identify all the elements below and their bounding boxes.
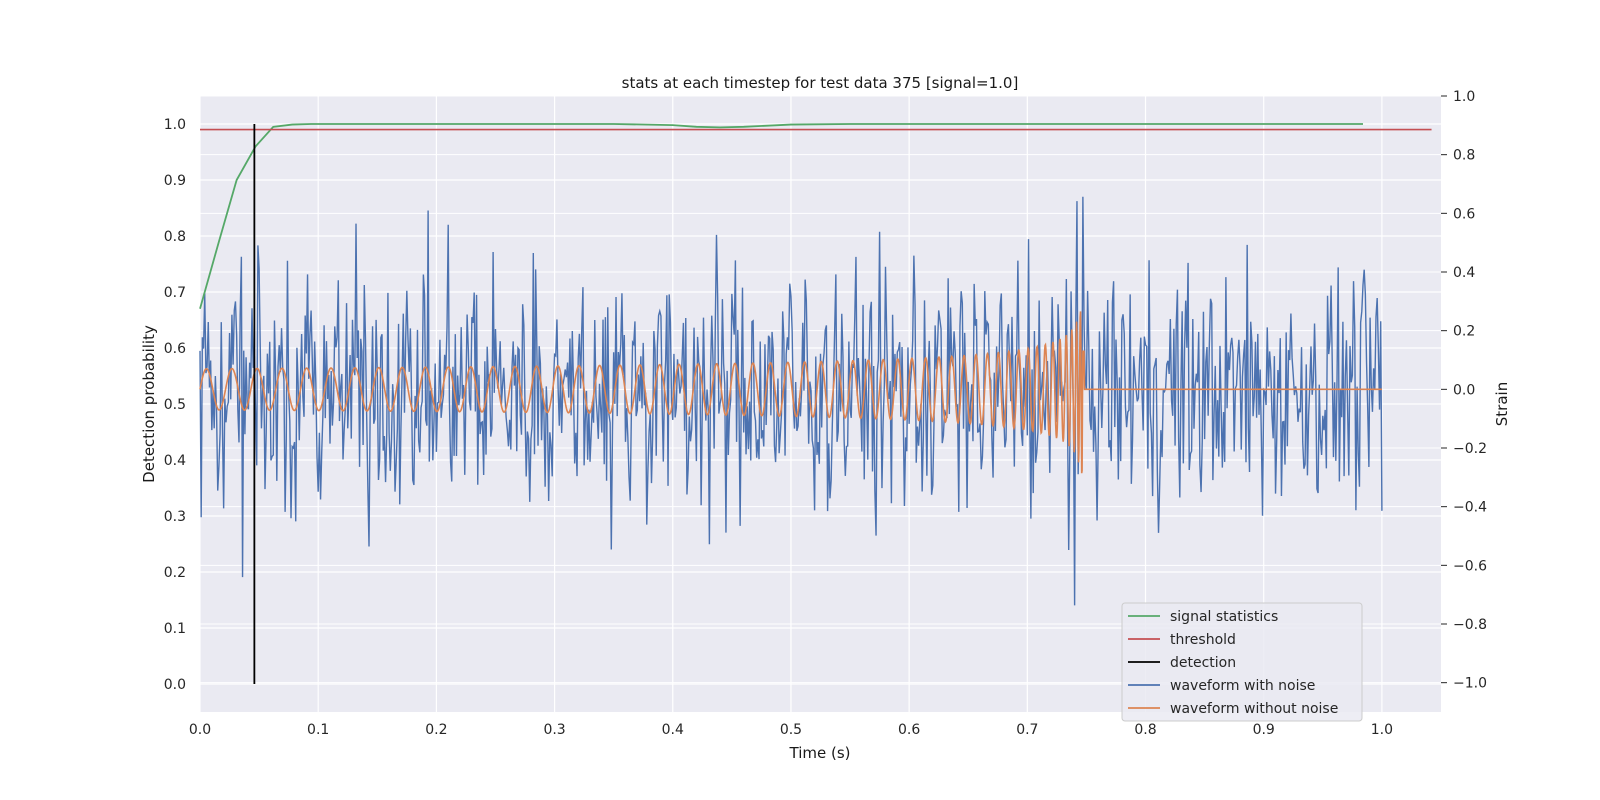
y-tick-label-right: −0.6 [1453, 558, 1487, 574]
y-tick-label-right: −0.2 [1453, 441, 1487, 457]
y-tick-label-right: 0.2 [1453, 324, 1475, 340]
y-tick-label-right: 0.6 [1453, 206, 1475, 222]
chart-title: stats at each timestep for test data 375… [622, 74, 1019, 92]
legend-label-waveform-without-noise: waveform without noise [1170, 701, 1338, 717]
series-layer [199, 123, 1432, 684]
series-line-signal-statistics [199, 123, 1363, 310]
y-tick-label-right: 1.0 [1453, 89, 1475, 105]
x-tick-label: 0.5 [780, 722, 802, 738]
x-tick-label: 0.8 [1134, 722, 1156, 738]
y-tick-label-left: 0.8 [164, 229, 186, 245]
y-tick-label-left: 0.1 [164, 621, 186, 637]
x-tick-label: 0.3 [543, 722, 565, 738]
legend-item-signal-statistics: signal statistics [1128, 609, 1278, 625]
x-axis-label: Time (s) [789, 744, 851, 762]
y-tick-label-left: 0.5 [164, 397, 186, 413]
y-axis-label-right: Strain [1493, 382, 1511, 426]
x-tick-label: 1.0 [1371, 722, 1393, 738]
y-tick-label-right: −0.8 [1453, 617, 1487, 633]
legend-item-threshold: threshold [1128, 632, 1236, 648]
y-tick-label-right: 0.0 [1453, 382, 1475, 398]
legend-label-detection: detection [1170, 655, 1236, 671]
y-tick-label-right: 0.8 [1453, 148, 1475, 164]
legend-item-waveform-without-noise: waveform without noise [1128, 701, 1338, 717]
y-tick-label-left: 0.4 [164, 453, 186, 469]
y-tick-label-left: 0.6 [164, 341, 186, 357]
x-tick-label: 0.0 [189, 722, 211, 738]
x-tick-label: 0.2 [425, 722, 447, 738]
legend-label-threshold: threshold [1170, 632, 1236, 648]
legend-label-signal-statistics: signal statistics [1170, 609, 1278, 625]
y-axis-label-left: Detection probability [140, 325, 158, 483]
x-tick-label: 0.4 [662, 722, 684, 738]
x-tick-label: 0.1 [307, 722, 329, 738]
legend-item-detection: detection [1128, 655, 1236, 671]
legend-item-waveform-with-noise: waveform with noise [1128, 678, 1315, 694]
legend: signal statistics threshold detection wa… [1121, 602, 1363, 722]
x-tick-label: 0.6 [898, 722, 920, 738]
y-tick-label-left: 0.3 [164, 509, 186, 525]
y-tick-label-left: 0.9 [164, 173, 186, 189]
series-line-waveform-without-noise [199, 311, 1382, 474]
y-tick-label-left: 0.0 [164, 677, 186, 693]
legend-frame [1121, 602, 1363, 722]
y-tick-label-right: 0.4 [1453, 265, 1475, 281]
y-tick-label-left: 0.2 [164, 565, 186, 581]
y-tick-label-left: 1.0 [164, 117, 186, 133]
x-tick-label: 0.9 [1253, 722, 1275, 738]
x-tick-label: 0.7 [1016, 722, 1038, 738]
legend-label-waveform-with-noise: waveform with noise [1170, 678, 1315, 694]
y-tick-label-left: 0.7 [164, 285, 186, 301]
y-tick-label-right: −0.4 [1453, 500, 1487, 516]
y-tick-label-right: −1.0 [1453, 676, 1487, 692]
tick-layer: 0.0 0.1 0.2 0.3 0.4 0.5 0.6 0.7 0.8 0.9 1.0 0.0 0.1 0… [164, 89, 1487, 738]
series-line-waveform-with-noise [199, 196, 1383, 606]
